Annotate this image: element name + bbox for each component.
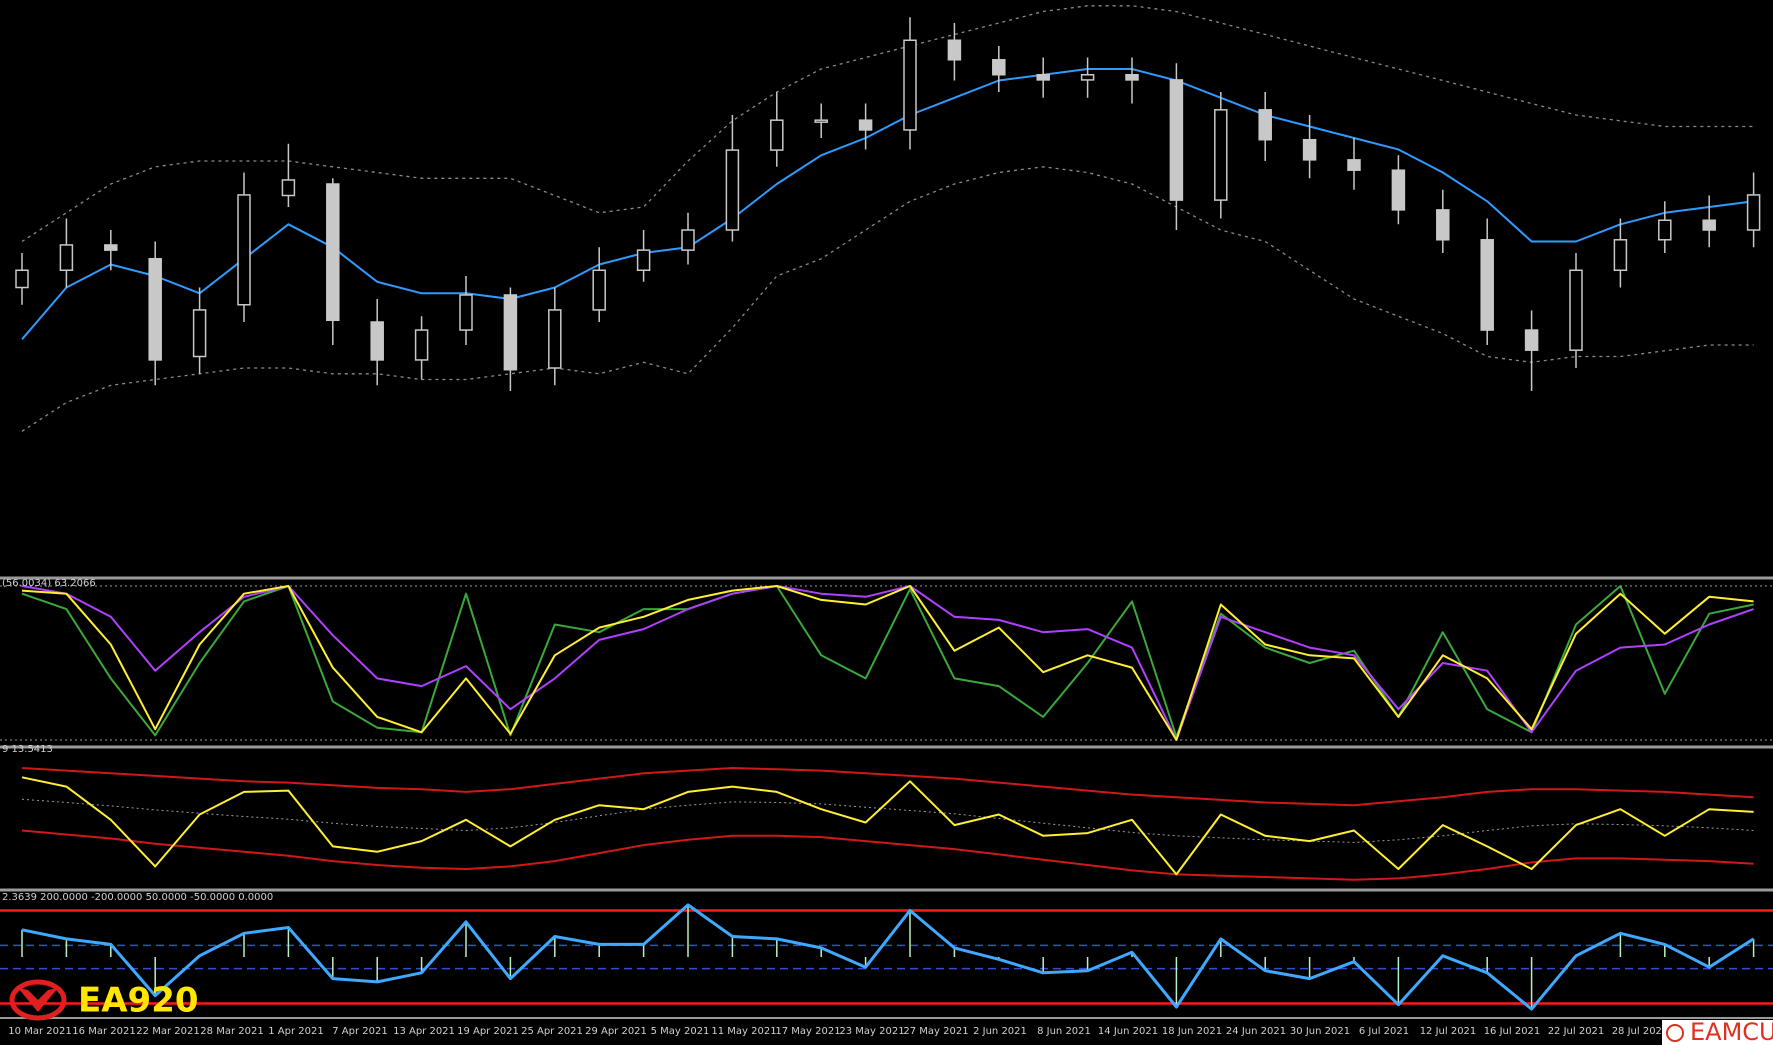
candle-body	[237, 194, 251, 306]
watermark-box	[1662, 1020, 1773, 1045]
x-tick-label: 17 May 2021	[775, 1026, 840, 1037]
candle-body	[548, 309, 562, 369]
x-tick-label: 13 Apr 2021	[393, 1026, 455, 1037]
candle-body	[370, 321, 384, 361]
candle-body	[592, 269, 606, 311]
x-tick-label: 24 Jun 2021	[1226, 1026, 1286, 1037]
candle-body	[858, 119, 873, 131]
candle-body	[1347, 159, 1361, 171]
candle-body	[1036, 74, 1050, 81]
candle-body	[1436, 209, 1450, 241]
x-tick-label: 28 Mar 2021	[200, 1026, 263, 1037]
candle-body	[1613, 239, 1628, 271]
candle-body	[1169, 79, 1184, 201]
x-tick-label: 1 Apr 2021	[268, 1026, 323, 1037]
candle-body	[725, 149, 740, 231]
candle-body	[1214, 109, 1228, 201]
candle-body	[326, 183, 340, 322]
candle-body	[903, 39, 917, 131]
x-tick-label: 10 Mar 2021	[8, 1026, 71, 1037]
x-tick-label: 8 Jun 2021	[1037, 1026, 1091, 1037]
watermark-text: EAMCU	[1690, 1018, 1773, 1045]
x-tick-label: 19 Apr 2021	[457, 1026, 519, 1037]
x-tick-label: 27 May 2021	[903, 1026, 968, 1037]
x-tick-label: 16 Jul 2021	[1484, 1026, 1541, 1037]
x-tick-label: 29 Apr 2021	[585, 1026, 647, 1037]
band-line	[21, 166, 1754, 432]
candle-body	[104, 244, 118, 251]
x-tick-label: 22 Jul 2021	[1548, 1026, 1605, 1037]
candle-body	[1480, 239, 1494, 331]
candle-body	[1524, 329, 1539, 351]
band-line	[21, 767, 1754, 807]
x-tick-label: 16 Mar 2021	[72, 1026, 135, 1037]
candle-body	[681, 229, 695, 251]
candle-body	[503, 294, 518, 371]
x-tick-label: 14 Jun 2021	[1098, 1026, 1158, 1037]
candle-body	[1125, 74, 1139, 81]
oscillator-line	[21, 585, 1754, 738]
x-tick-label: 22 Mar 2021	[136, 1026, 199, 1037]
plot-layer: (56.0034) 63.2066 9 13.5413 2.3639 200.000…	[0, 5, 1773, 1037]
candle-body	[1702, 219, 1716, 231]
x-tick-label: 7 Apr 2021	[332, 1026, 387, 1037]
x-tick-label: 23 May 2021	[839, 1026, 904, 1037]
candle-body	[1258, 109, 1272, 141]
band-line	[21, 5, 1754, 243]
x-tick-label: 12 Jul 2021	[1420, 1026, 1477, 1037]
candle-body	[1391, 169, 1406, 211]
logo-icon	[9, 979, 67, 1021]
candle-body	[148, 258, 162, 361]
candle-body	[459, 294, 473, 331]
candle-body	[947, 39, 962, 61]
candle-body	[1658, 219, 1672, 241]
candle-body	[1080, 74, 1095, 81]
x-tick-label: 11 May 2021	[711, 1026, 776, 1037]
x-tick-label: 6 Jul 2021	[1359, 1026, 1409, 1037]
candle-body	[1302, 138, 1317, 161]
logo-text: EA920	[78, 981, 199, 1021]
indicator-line	[21, 776, 1754, 876]
indicator-label: 2.3639 200.0000 -200.0000 50.0000 -50.00…	[2, 892, 273, 903]
moving-average	[21, 68, 1754, 340]
oscillator-line	[21, 585, 1754, 741]
x-tick-label: 2 Jun 2021	[973, 1026, 1027, 1037]
watermark-icon	[1666, 1024, 1684, 1042]
x-tick-label: 25 Apr 2021	[521, 1026, 583, 1037]
x-tick-label: 5 May 2021	[651, 1026, 710, 1037]
x-tick-label: 28 Jul 2021	[1612, 1026, 1669, 1037]
candle-body	[281, 179, 296, 197]
candle-body	[15, 269, 29, 289]
candle-body	[636, 249, 651, 271]
candle-body	[770, 119, 784, 151]
indicator-label: 9 13.5413	[2, 744, 53, 755]
candle-body	[192, 309, 207, 358]
x-tick-label: 30 Jun 2021	[1290, 1026, 1350, 1037]
candle-body	[59, 244, 74, 271]
candle-body	[814, 119, 828, 123]
candle-body	[414, 329, 429, 361]
candle-body	[992, 59, 1006, 76]
x-tick-label: 18 Jun 2021	[1162, 1026, 1222, 1037]
candle-body	[1569, 269, 1583, 351]
indicator-label: (56.0034) 63.2066	[2, 578, 96, 589]
band-line	[21, 829, 1754, 881]
candle-body	[1746, 194, 1761, 231]
cci-line	[21, 903, 1755, 1011]
